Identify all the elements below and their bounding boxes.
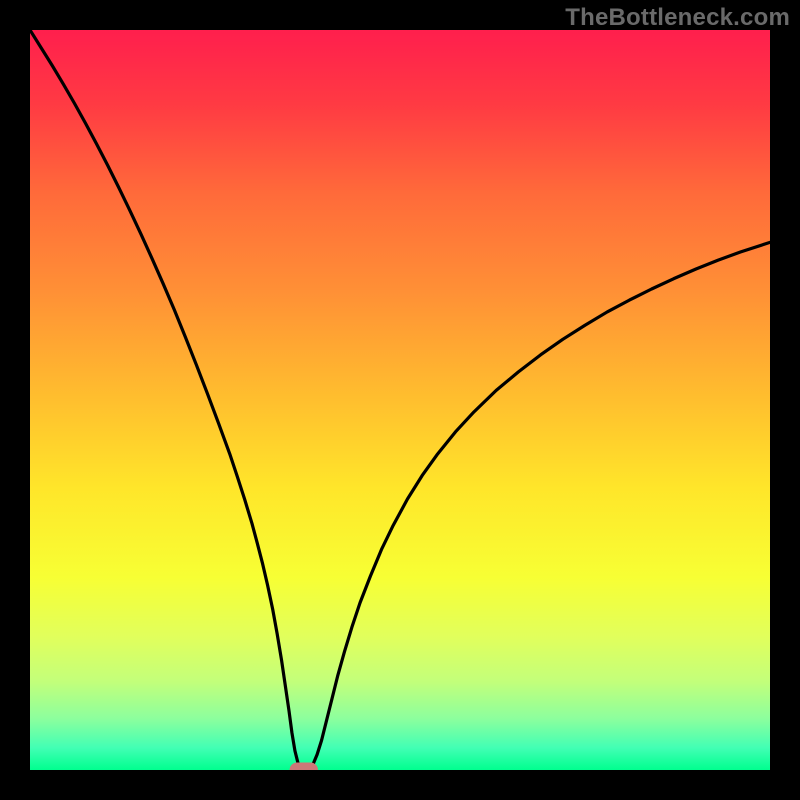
bottleneck-curve (30, 30, 770, 770)
outer-frame: TheBottleneck.com (0, 0, 800, 800)
chart-svg-layer (30, 30, 770, 770)
minimum-marker (290, 763, 317, 770)
watermark-text: TheBottleneck.com (565, 4, 790, 32)
plot-area (30, 30, 770, 770)
